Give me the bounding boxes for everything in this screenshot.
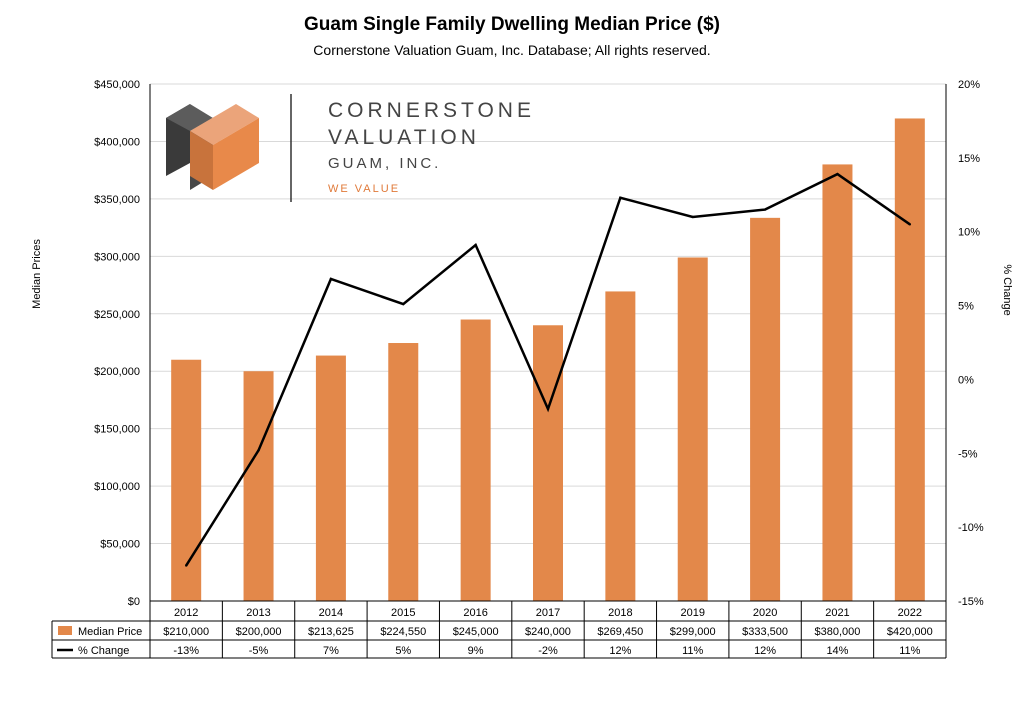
bar	[677, 257, 708, 601]
bar	[605, 291, 636, 601]
x-tick-label: 2017	[536, 607, 560, 619]
logo-tagline: WE VALUE	[328, 183, 400, 195]
logo-cube-orange-right	[213, 118, 259, 190]
y-tick-label: $150,000	[94, 424, 140, 436]
table-cell: 12%	[754, 645, 776, 657]
chart-title: Guam Single Family Dwelling Median Price…	[304, 14, 720, 35]
y2-tick-label: 5%	[958, 301, 974, 313]
logo-line-1: CORNERSTONE	[328, 99, 535, 122]
line-point	[184, 564, 188, 567]
bar	[243, 371, 274, 601]
table-cell: $224,550	[380, 626, 426, 638]
gridlines	[150, 83, 946, 602]
y-tick-label: $350,000	[94, 194, 140, 206]
legend-key-bar	[58, 626, 72, 635]
chart-subtitle: Cornerstone Valuation Guam, Inc. Databas…	[313, 42, 711, 58]
logo-cube-dark-top	[166, 104, 213, 131]
y-tick-label: $200,000	[94, 366, 140, 378]
line-point	[691, 215, 694, 219]
bar	[388, 343, 419, 601]
y-tick-label: $250,000	[94, 309, 140, 321]
bar	[894, 118, 925, 601]
line-point	[329, 277, 333, 281]
x-tick-label: 2018	[608, 607, 632, 619]
x-tick-label: 2022	[898, 607, 922, 619]
x-tick-label: 2015	[391, 607, 415, 619]
y2-tick-label: 10%	[958, 227, 980, 239]
table-cell: 7%	[323, 645, 339, 657]
table-cell: -5%	[249, 645, 269, 657]
axes: $0 $50,000 $100,000 $150,000 $200,000 $250,00…	[94, 79, 984, 608]
table-cell: $245,000	[453, 626, 499, 638]
table-cell: $420,000	[887, 626, 933, 638]
line-point	[763, 208, 767, 211]
table-cell: -13%	[173, 645, 199, 657]
y2-tick-label: 20%	[958, 79, 980, 91]
table-cell: $240,000	[525, 626, 571, 638]
line-point	[546, 407, 550, 411]
bar	[533, 325, 563, 601]
table-row-label: Median Price	[78, 626, 142, 638]
y2-tick-label: -10%	[958, 522, 984, 534]
table-cell: $299,000	[670, 626, 716, 638]
y-tick-label: $450,000	[94, 79, 140, 91]
table-cell: $213,625	[308, 626, 354, 638]
y-tick-label: $300,000	[94, 251, 140, 263]
line-point	[402, 302, 405, 306]
bar-series	[171, 118, 925, 601]
table-cell: -2%	[538, 645, 558, 657]
y-axis-label: Median Prices	[31, 239, 43, 309]
y-tick-label: $400,000	[94, 136, 140, 148]
line-point	[836, 172, 839, 176]
table-cell: 11%	[899, 645, 920, 657]
line-series	[184, 172, 912, 567]
bar	[750, 217, 781, 601]
x-tick-label: 2020	[753, 607, 777, 619]
table-cell: $333,500	[742, 626, 788, 638]
bar	[460, 319, 491, 601]
data-table: 2012 2013 2014 2015 2016 2017 2018 2019 2020 2021…	[51, 600, 947, 659]
y2-axis-label: % Change	[1001, 264, 1013, 315]
line-point	[619, 196, 622, 199]
table-cell: 11%	[682, 645, 703, 657]
x-tick-label: 2014	[319, 607, 343, 619]
x-tick-label: 2019	[680, 607, 704, 619]
table-cell: 14%	[826, 645, 848, 657]
x-tick-label: 2021	[825, 607, 849, 619]
y2-tick-label: -5%	[958, 448, 978, 460]
cornerstone-logo: CORNERSTONE VALUATION GUAM, INC. WE VALU…	[166, 94, 535, 202]
logo-cube-orange-left	[190, 131, 213, 190]
logo-cube-orange-top	[190, 104, 259, 145]
y-tick-label: $0	[128, 596, 140, 608]
table-row-label: % Change	[78, 645, 129, 657]
table-cell: 12%	[609, 645, 631, 657]
table-cell: 5%	[395, 645, 411, 657]
x-tick-label: 2013	[246, 607, 270, 619]
table-cell: $210,000	[163, 626, 209, 638]
table-cell: $380,000	[815, 626, 861, 638]
y2-tick-label: -15%	[958, 596, 984, 608]
y2-tick-label: 15%	[958, 153, 980, 165]
bar	[315, 355, 346, 601]
x-tick-label: 2012	[174, 607, 198, 619]
table-cell: $200,000	[236, 626, 282, 638]
x-tick-label: 2016	[463, 607, 487, 619]
table-cell: $269,450	[597, 626, 643, 638]
y2-tick-label: 0%	[958, 374, 974, 386]
line-point	[908, 223, 912, 226]
table-cell: 9%	[468, 645, 484, 657]
logo-line-3: GUAM, INC.	[328, 155, 441, 172]
bar	[171, 359, 202, 601]
logo-line-2: VALUATION	[328, 126, 480, 149]
bar	[822, 164, 853, 601]
y-tick-label: $100,000	[94, 481, 140, 493]
line-point	[257, 449, 260, 452]
line-point	[474, 243, 477, 247]
y-tick-label: $50,000	[100, 539, 140, 551]
